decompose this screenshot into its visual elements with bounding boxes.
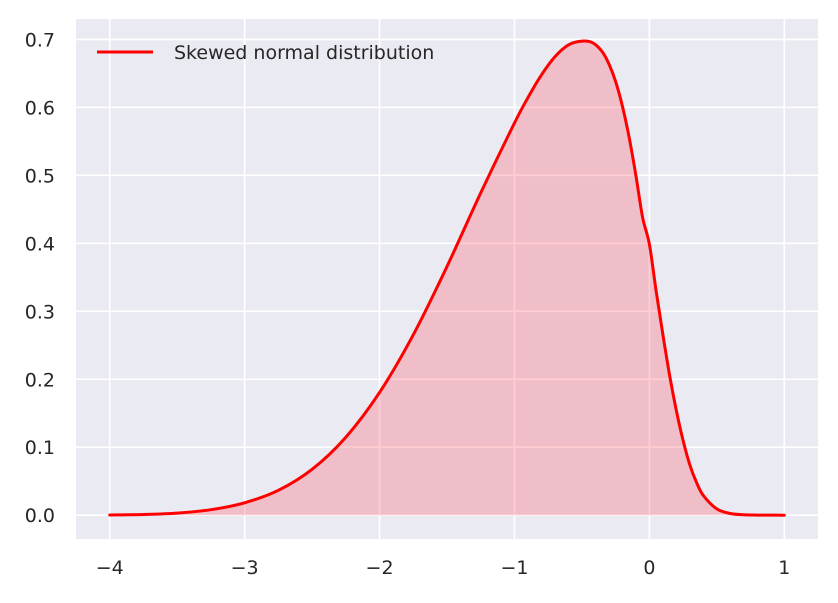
legend: Skewed normal distribution: [97, 42, 434, 64]
y-tick-label-2: 0.2: [25, 369, 55, 391]
x-tick-label-0: −4: [96, 557, 124, 579]
x-tick-label-5: 1: [778, 557, 790, 579]
y-tick-label-7: 0.7: [25, 29, 55, 51]
y-tick-label-5: 0.5: [25, 165, 55, 187]
plot-background: [76, 19, 818, 539]
y-tick-label-6: 0.6: [25, 97, 55, 119]
series-line-layer: [108, 39, 786, 517]
series-area-fill: [109, 41, 785, 516]
y-tick-label-3: 0.3: [25, 301, 55, 323]
legend-label: Skewed normal distribution: [174, 42, 434, 64]
y-tick-label-0: 0.0: [25, 505, 55, 527]
series-area-layer: [109, 41, 785, 516]
x-tick-label-2: −2: [366, 557, 394, 579]
y-tick-labels: 0.0 0.1 0.2 0.3 0.4 0.5 0.6 0.7: [25, 29, 55, 527]
series-line: [108, 39, 786, 517]
x-tick-labels: −4 −3 −2 −1 0 1: [96, 557, 791, 579]
x-tick-label-3: −1: [500, 557, 528, 579]
grid: [76, 19, 818, 539]
x-tick-label-1: −3: [231, 557, 259, 579]
y-tick-label-1: 0.1: [25, 437, 55, 459]
y-tick-label-4: 0.4: [25, 233, 55, 255]
x-tick-label-4: 0: [643, 557, 655, 579]
